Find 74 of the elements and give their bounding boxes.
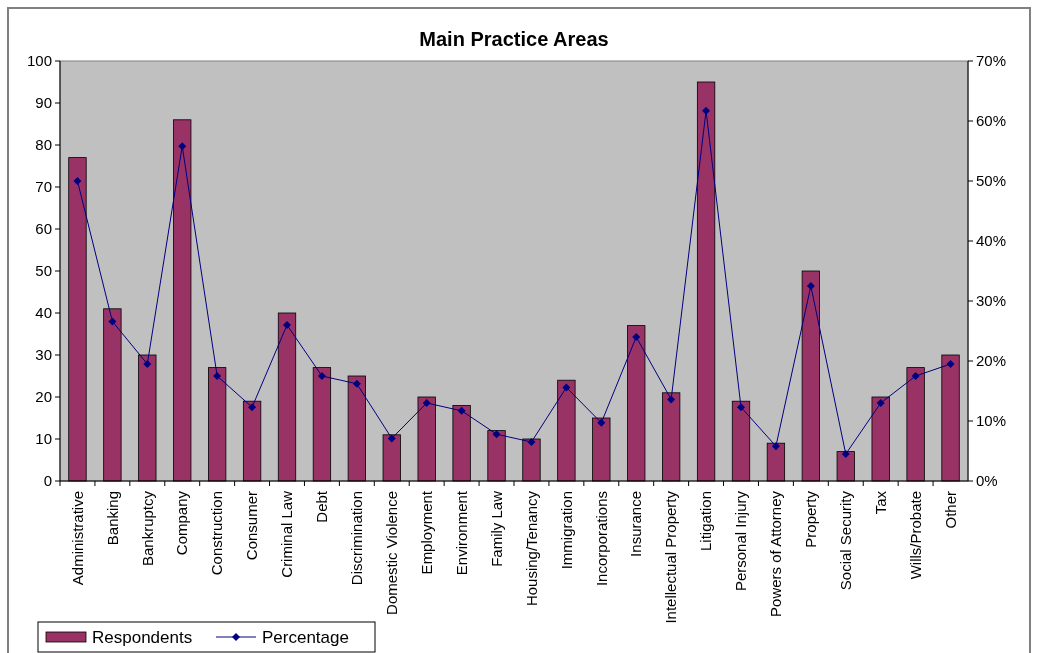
y2-tick-label: 30% [976,292,1007,310]
point [597,418,606,427]
x-tick-label: Other [941,491,959,529]
point [911,372,920,380]
point [492,430,501,439]
y-tick-label: 80 [35,136,52,154]
y2-tick-label: 10% [976,412,1007,430]
x-tick-label: Company [173,490,191,556]
x-tick-label: Administrative [68,491,86,586]
point [283,321,291,329]
y-tick-label: 40 [35,304,52,322]
legend-label: Percentage [262,627,349,647]
point [946,360,955,368]
y-tick-label: 20 [35,388,52,406]
x-tick-label: Insurance [627,491,645,557]
y-tick-label: 100 [26,52,52,70]
x-tick-label: Immigration [557,491,575,570]
y2-tick-label: 70% [976,52,1007,70]
x-tick-label: Family Law [487,490,505,567]
y-tick-label: 0 [43,472,52,490]
x-tick-label: Intellectual Property [662,490,680,624]
point [667,395,676,404]
x-tick-label: Property [802,490,820,548]
x-tick-label: Powers of Attorney [767,490,785,617]
point [771,442,780,451]
x-tick-label: Wills/Probate [906,491,924,580]
x-tick-label: Housing/Tenancy [522,490,540,607]
x-tick-label: Litigation [697,491,715,552]
point [632,333,641,341]
x-tick-label: Debt [313,490,331,523]
y-tick-label: 90 [35,94,52,112]
point [143,360,152,368]
point [422,399,431,407]
x-tick-label: Social Security [837,490,855,591]
y-tick-label: 10 [35,430,52,448]
y2-tick-label: 60% [976,112,1007,130]
x-tick-label: Employment [417,490,435,575]
y-tick-label: 60 [35,220,52,238]
x-tick-label: Criminal Law [278,490,296,578]
point [562,383,571,392]
y2-tick-label: 0% [976,472,998,490]
point [248,403,257,412]
point [317,372,326,380]
point [841,450,850,458]
point [352,379,361,388]
point [457,406,466,415]
point [387,434,396,443]
y-tick-label: 30 [35,346,52,364]
point [108,317,117,326]
x-tick-label: Bankruptcy [138,490,156,567]
point [527,438,536,446]
x-tick-label: Consumer [243,491,261,561]
point [73,177,82,185]
x-tick-label: Tax [871,490,889,515]
y-tick-label: 70 [35,178,52,196]
x-tick-label: Personal Injury [732,490,750,592]
chart-title: Main Practice Areas [419,28,609,50]
x-tick-label: Construction [208,491,226,576]
point [213,372,222,380]
x-tick-label: Discrimination [348,491,366,586]
y2-tick-label: 40% [976,232,1007,250]
point [876,399,885,407]
legend-label: Respondents [92,627,193,647]
point [737,403,745,412]
x-tick-label: Banking [103,491,121,546]
point [806,282,815,290]
point [178,142,187,151]
x-tick-label: Environment [452,490,470,576]
x-tick-label: Incorporations [592,491,610,587]
x-tick-label: Domestic Violence [383,491,401,615]
y-tick-label: 50 [35,262,52,280]
y2-tick-label: 20% [976,352,1007,370]
y2-tick-label: 50% [976,172,1007,190]
point [702,106,711,115]
